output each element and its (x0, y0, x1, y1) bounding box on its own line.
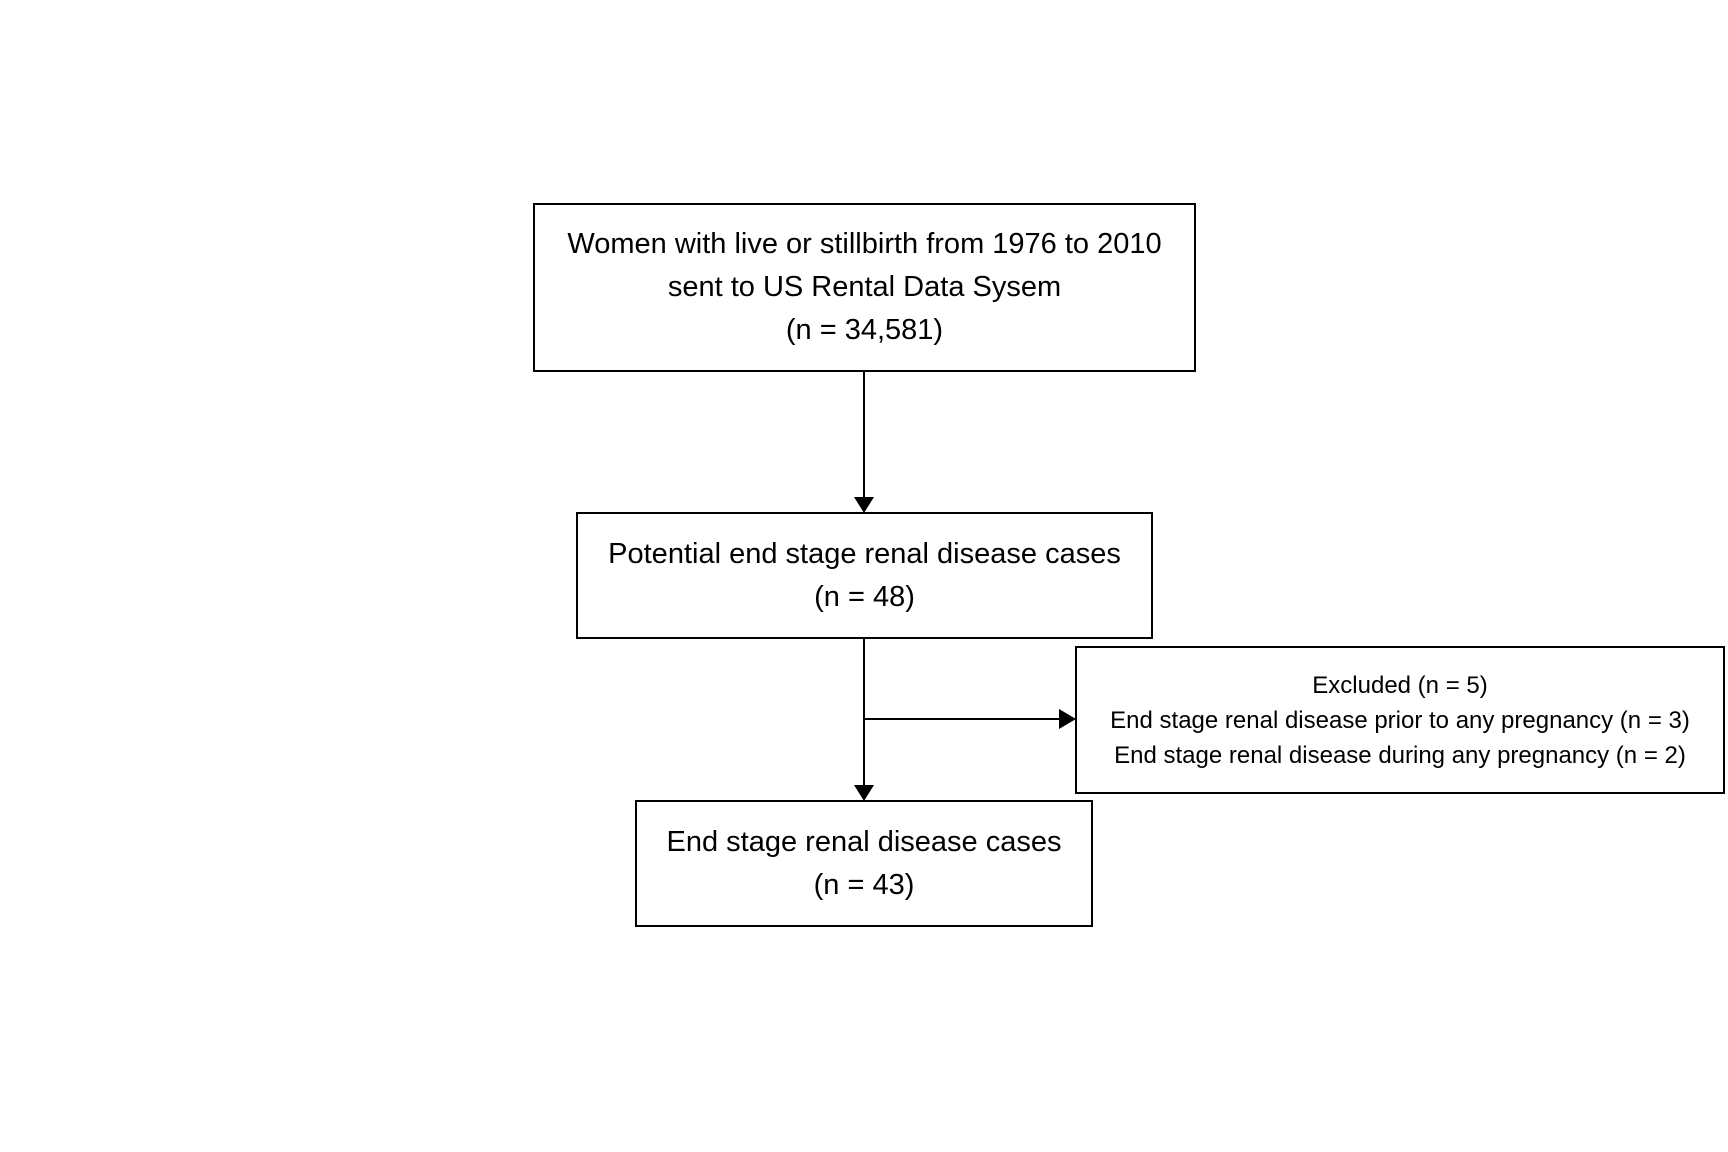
node-text-line: Women with live or stillbirth from 1976 … (567, 228, 1162, 260)
arrowhead-potential-to-final (854, 785, 874, 801)
node-potential-cases: Potential end stage renal disease cases … (576, 512, 1153, 639)
node-text-line: End stage renal disease during any pregn… (1114, 741, 1686, 769)
node-text-line: End stage renal disease cases (666, 825, 1062, 858)
arrowhead-start-to-potential (854, 497, 874, 513)
node-study-population: Women with live or stillbirth from 1976 … (533, 203, 1196, 372)
node-text-line: Potential end stage renal disease cases (608, 537, 1121, 570)
arrowhead-to-excluded (1059, 709, 1076, 729)
node-final-cases: End stage renal disease cases (n = 43) (635, 800, 1093, 927)
node-text-line: End stage renal disease prior to any pre… (1110, 706, 1690, 734)
node-excluded: Excluded (n = 5) End stage renal disease… (1075, 646, 1725, 794)
node-count: (n = 43) (813, 868, 915, 901)
node-count: (n = 48) (814, 580, 915, 613)
node-count: (n = 34,581) (785, 314, 944, 346)
node-text-line: sent to US Rental Data Sysem (667, 271, 1062, 303)
node-text-line: Excluded (n = 5) (1312, 671, 1488, 699)
